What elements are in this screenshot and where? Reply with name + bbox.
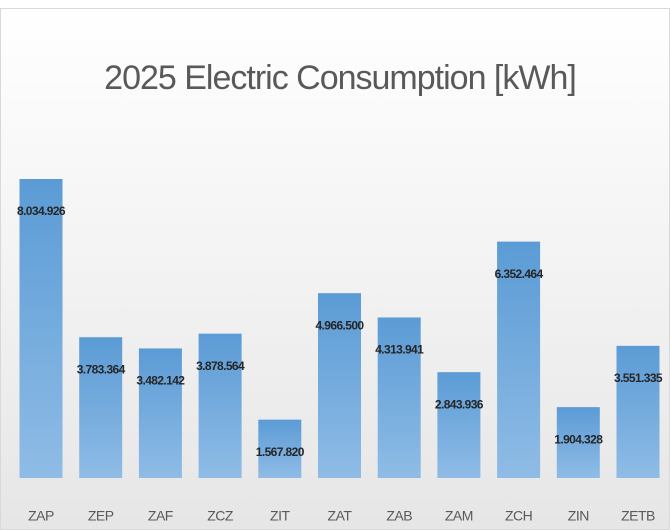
data-label: 8.034.926 [17, 204, 66, 218]
bar [19, 179, 63, 478]
bar [138, 348, 182, 478]
x-tick-label: ZAT [328, 508, 353, 524]
x-tick-label: ZAB [386, 508, 412, 524]
x-tick-label: ZIT [270, 508, 290, 524]
x-tick-label: ZIN [568, 508, 589, 524]
data-label: 2.843.936 [435, 397, 484, 411]
data-label: 6.352.464 [495, 267, 544, 281]
chart-title: 2025 Electric Consumption [kWh] [104, 59, 576, 97]
data-label: 3.783.364 [77, 362, 126, 376]
data-label: 3.878.564 [196, 359, 245, 373]
x-tick-label: ZETB [621, 508, 655, 524]
data-label: 3.482.142 [136, 374, 185, 388]
bar [437, 372, 481, 478]
x-tick-label: ZCH [505, 508, 532, 524]
bar [497, 241, 541, 478]
x-tick-label: ZCZ [207, 508, 234, 524]
bar [616, 345, 660, 478]
bar [318, 293, 361, 478]
bar [79, 337, 123, 478]
bar [198, 333, 242, 478]
bar [377, 317, 421, 478]
x-tick-label: ZAF [148, 508, 173, 524]
x-tick-label: ZEP [88, 508, 114, 524]
x-tick-label: ZAP [28, 508, 54, 524]
data-label: 1.904.328 [554, 432, 603, 446]
data-label: 1.567.820 [256, 445, 305, 459]
x-tick-label: ZAM [445, 508, 473, 524]
data-label: 4.313.941 [375, 343, 424, 357]
bar [556, 407, 600, 478]
bar [258, 419, 302, 478]
data-label: 3.551.335 [614, 371, 663, 385]
data-label: 4.966.500 [316, 318, 365, 332]
